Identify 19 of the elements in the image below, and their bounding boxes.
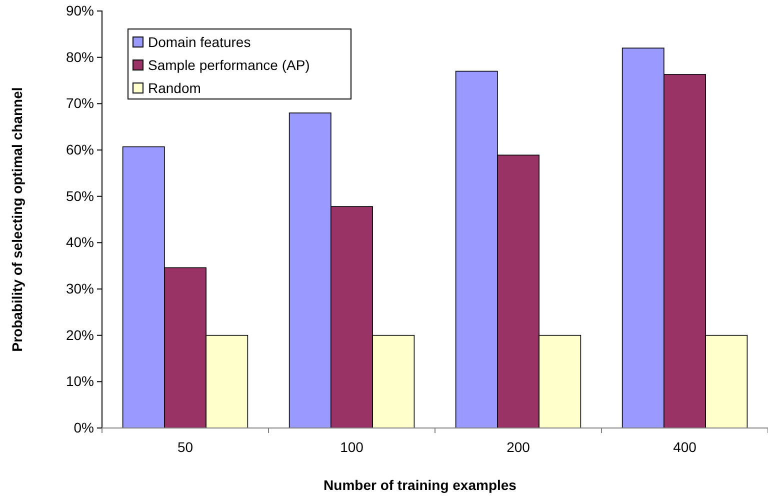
y-tick-label: 60% <box>66 141 94 158</box>
y-axis-title: Probability of selecting optimal channel <box>9 87 25 352</box>
legend-label: Random <box>148 80 201 96</box>
y-tick-label: 90% <box>66 2 94 18</box>
y-tick-label: 40% <box>66 234 94 250</box>
y-tick-label: 20% <box>66 326 94 343</box>
legend-label: Sample performance (AP) <box>148 57 310 73</box>
y-tick-label: 50% <box>66 188 94 204</box>
x-tick-label: 50 <box>177 438 194 455</box>
y-tick-label: 80% <box>66 48 94 65</box>
y-tick-label: 0% <box>74 419 94 436</box>
x-tick-label: 200 <box>506 438 530 455</box>
legend-label: Domain features <box>148 34 251 50</box>
y-tick-label: 30% <box>66 280 94 296</box>
x-tick-label: 100 <box>340 438 364 455</box>
y-tick-label: 10% <box>66 373 94 390</box>
y-tick-label: 70% <box>66 95 94 112</box>
x-tick-label: 400 <box>673 438 697 455</box>
x-axis-title: Number of training examples <box>324 477 517 493</box>
